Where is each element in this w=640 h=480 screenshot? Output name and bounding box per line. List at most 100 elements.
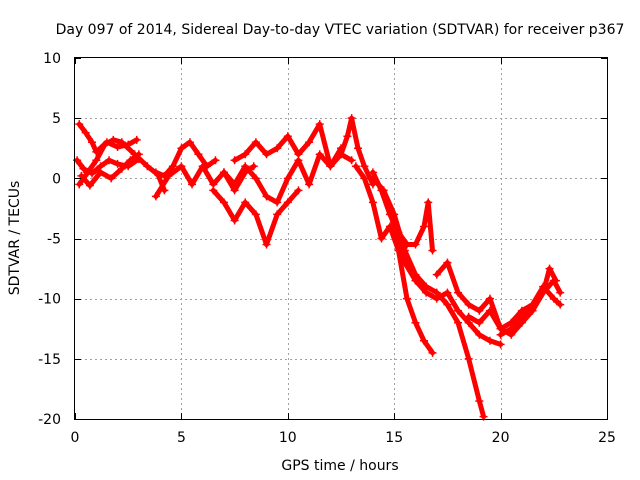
data-point	[485, 306, 494, 315]
data-point	[168, 162, 177, 171]
data-point	[354, 144, 363, 153]
series-7	[230, 120, 356, 171]
data-point	[249, 162, 258, 171]
y-tick-label: -5	[47, 232, 61, 248]
data-point	[251, 138, 260, 147]
axis-ticks	[75, 58, 608, 420]
data-point	[428, 246, 437, 255]
series-line	[466, 284, 563, 332]
data-point	[379, 186, 388, 195]
data-point	[368, 174, 377, 183]
data-point	[219, 198, 228, 207]
data-point	[188, 180, 197, 189]
series-line	[381, 187, 504, 347]
data-point	[539, 288, 548, 297]
data-point	[109, 135, 118, 144]
data-point	[283, 174, 292, 183]
data-point	[113, 159, 122, 168]
data-point	[230, 216, 239, 225]
series-13	[379, 186, 505, 349]
data-point	[528, 300, 537, 309]
data-point	[134, 150, 143, 159]
x-tick-label: 10	[279, 430, 297, 446]
x-tick-label: 0	[71, 430, 80, 446]
data-point	[117, 164, 126, 173]
series-line	[153, 139, 218, 179]
data-point	[105, 156, 114, 165]
data-point	[432, 270, 441, 279]
data-point	[164, 171, 173, 180]
y-tick-label: 5	[52, 111, 61, 127]
data-point	[428, 348, 437, 357]
data-point	[132, 135, 141, 144]
data-point	[283, 198, 292, 207]
data-point	[411, 318, 420, 327]
data-point	[143, 162, 152, 171]
data-point	[485, 294, 494, 303]
series-5	[151, 162, 258, 201]
data-point	[443, 258, 452, 267]
data-point	[219, 168, 228, 177]
data-point	[79, 164, 88, 173]
data-point	[464, 312, 473, 321]
y-axis-label: SDTVAR / TECUs	[7, 181, 23, 296]
data-point	[507, 324, 516, 333]
data-point	[75, 120, 84, 129]
data-point	[77, 171, 86, 180]
data-point	[556, 300, 565, 309]
x-tick-label: 20	[492, 430, 510, 446]
grid	[75, 58, 607, 419]
x-axis-label: GPS time / hours	[281, 458, 398, 474]
series-line	[353, 163, 435, 356]
data-point	[368, 198, 377, 207]
data-point	[262, 192, 271, 201]
data-point	[75, 180, 84, 189]
data-point	[315, 120, 324, 129]
y-tick-label: -10	[38, 292, 61, 308]
y-tick-label: -20	[38, 412, 61, 428]
y-tick-label: -15	[38, 352, 61, 368]
series-6	[209, 186, 303, 249]
data-point	[377, 234, 386, 243]
data-point	[177, 162, 186, 171]
data-point	[496, 340, 505, 349]
data-point	[251, 174, 260, 183]
data-point	[464, 300, 473, 309]
data-point	[85, 181, 94, 190]
data-point	[96, 168, 105, 177]
series-10	[351, 162, 437, 357]
data-point	[337, 150, 345, 159]
y-tick-labels: 10 5 0 -5 -10 -15 -20	[38, 51, 61, 428]
data-point	[360, 174, 369, 183]
series-line	[338, 115, 376, 187]
data-point	[88, 138, 97, 147]
data-point	[326, 162, 335, 171]
data-point	[273, 210, 282, 219]
data-point	[151, 192, 160, 201]
data-point	[117, 138, 126, 147]
data-point	[454, 288, 463, 297]
data-point	[273, 198, 282, 207]
data-point	[556, 288, 565, 297]
data-point	[360, 162, 369, 171]
data-point	[177, 144, 186, 153]
data-point	[496, 330, 505, 339]
data-point	[419, 222, 428, 231]
chart-title: Day 097 of 2014, Sidereal Day-to-day VTE…	[56, 22, 625, 38]
data-point	[81, 128, 90, 137]
data-point	[185, 138, 194, 147]
data-point	[443, 300, 452, 309]
data-point	[241, 162, 250, 171]
data-point	[305, 180, 314, 189]
data-point	[113, 143, 122, 152]
data-point	[230, 156, 239, 165]
series-9	[337, 114, 377, 189]
data-point	[209, 186, 218, 195]
data-point	[475, 318, 484, 327]
data-point	[126, 156, 135, 165]
data-point	[545, 264, 554, 273]
data-point	[315, 150, 324, 159]
x-tick-label: 5	[177, 430, 186, 446]
series-line	[370, 175, 487, 420]
